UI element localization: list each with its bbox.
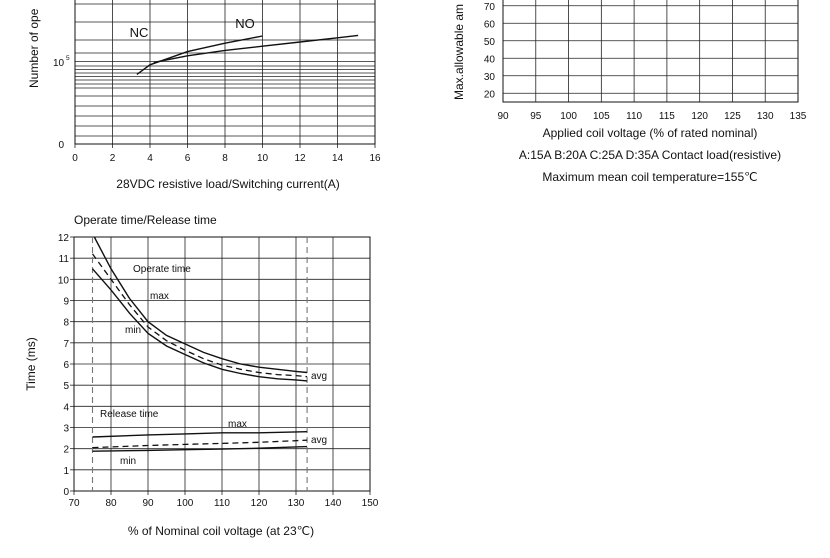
- life-chart-x-tick-label: 16: [369, 153, 381, 164]
- timing-chart-y-tick-label: 5: [63, 381, 69, 392]
- life-chart-y-axis-label: Number of ope: [27, 8, 41, 88]
- timing-chart-x-tick-label: 80: [105, 498, 117, 509]
- life-chart-series-label-no: NO: [235, 16, 255, 31]
- voltage-chart-x-tick-label: 100: [560, 111, 577, 122]
- voltage-chart-x-tick-label: 90: [497, 111, 509, 122]
- timing-chart-y-tick-label: 3: [63, 424, 69, 435]
- life-chart-curves: [136, 34, 359, 75]
- voltage-chart-x-tick-label: 95: [530, 111, 542, 122]
- timing-chart-x-tick-label: 130: [288, 498, 305, 509]
- life-chart-x-tick-label: 8: [222, 153, 228, 164]
- timing-chart-annotation-release: Release time: [100, 409, 159, 420]
- life-chart: 0 2 4 6 8 10 12 14 16 0 10 5 28VDC resistive loa…: [27, 0, 381, 191]
- timing-chart-y-tick-label: 11: [59, 254, 70, 265]
- voltage-chart: 90 95 100 105 110 115 120 125 130 135 20 30 40 50 60 7…: [452, 0, 807, 184]
- life-chart-grid: [74, 0, 376, 148]
- timing-chart-y-tick-label: 4: [63, 402, 69, 413]
- life-chart-x-tick-label: 2: [110, 153, 116, 164]
- timing-chart-label-release-max: max: [228, 419, 247, 430]
- timing-chart-y-tick-label: 1: [63, 466, 69, 477]
- timing-chart-x-tick-label: 120: [251, 498, 268, 509]
- timing-chart-frame: [73, 236, 371, 492]
- voltage-chart-x-axis-label: Applied coil voltage (% of rated nominal…: [543, 126, 758, 140]
- timing-chart-x-tick-label: 110: [214, 498, 230, 509]
- timing-chart-annotation-operate: Operate time: [133, 264, 191, 275]
- voltage-chart-frame: [502, 0, 799, 103]
- life-chart-x-tick-label: 0: [72, 153, 78, 164]
- voltage-chart-x-tick-label: 130: [757, 111, 774, 122]
- life-chart-x-tick-label: 4: [147, 153, 153, 164]
- timing-chart-y-tick-label: 10: [58, 275, 70, 286]
- voltage-chart-x-tick-label: 125: [724, 111, 741, 122]
- timing-chart-y-tick-label: 0: [63, 487, 69, 498]
- timing-chart-label-operate-avg: avg: [311, 371, 327, 382]
- life-chart-x-tick-labels: 0 2 4 6 8 10 12 14 16: [72, 153, 381, 164]
- timing-chart-y-tick-label: 7: [63, 339, 69, 350]
- voltage-chart-x-tick-label: 115: [659, 111, 675, 122]
- timing-chart-title: Operate time/Release time: [74, 213, 217, 227]
- timing-chart-grid: [70, 236, 371, 495]
- timing-chart-y-tick-label: 8: [63, 318, 69, 329]
- voltage-chart-y-tick-label: 40: [484, 54, 496, 65]
- timing-chart-curves: [91, 236, 308, 452]
- life-chart-x-tick-label: 12: [294, 153, 306, 164]
- life-chart-frame: [74, 0, 376, 145]
- voltage-chart-y-tick-labels: 20 30 40 50 60 70: [484, 2, 496, 101]
- timing-chart-y-tick-label: 2: [63, 445, 69, 456]
- timing-chart-series-release-avg: [92, 439, 308, 449]
- life-chart-y-tick-exp-power: 5: [66, 55, 70, 62]
- timing-chart-x-tick-labels: 70 80 90 100 110 120 130 140 150: [68, 498, 378, 509]
- timing-chart-label-operate-max: max: [150, 291, 169, 302]
- voltage-chart-x-tick-labels: 90 95 100 105 110 115 120 125 130 135: [497, 111, 806, 122]
- voltage-chart-y-tick-label: 30: [484, 72, 496, 83]
- timing-chart-x-tick-label: 100: [177, 498, 194, 509]
- timing-chart-y-tick-label: 9: [63, 297, 69, 308]
- timing-chart-x-tick-label: 70: [68, 498, 80, 509]
- timing-chart-label-release-min: min: [120, 456, 136, 467]
- timing-chart-x-tick-label: 140: [325, 498, 342, 509]
- timing-chart-series-operate-min: [91, 268, 308, 382]
- timing-chart: Operate time/Release time 70 80 90 100 110 12…: [24, 213, 379, 538]
- timing-chart-series-release-min: [92, 445, 308, 452]
- life-chart-x-axis-label: 28VDC resistive load/Switching current(A…: [116, 177, 339, 191]
- voltage-chart-x-tick-label: 135: [790, 111, 807, 122]
- voltage-chart-y-tick-label: 60: [484, 19, 496, 30]
- timing-chart-y-tick-label: 12: [58, 233, 70, 244]
- voltage-chart-x-tick-label: 105: [593, 111, 610, 122]
- timing-chart-x-tick-label: 150: [362, 498, 379, 509]
- life-chart-x-tick-label: 6: [185, 153, 191, 164]
- voltage-chart-y-tick-label: 70: [484, 2, 496, 13]
- voltage-chart-y-tick-label: 20: [484, 89, 496, 100]
- life-chart-series-label-nc: NC: [130, 25, 149, 40]
- voltage-chart-note-coil-temperature: Maximum mean coil temperature=155℃: [542, 170, 757, 184]
- voltage-chart-y-tick-label: 50: [484, 37, 496, 48]
- voltage-chart-y-axis-label: Max.allowable am: [452, 4, 466, 100]
- life-chart-series-nc: [136, 35, 263, 75]
- voltage-chart-grid: [503, 0, 798, 102]
- timing-chart-y-tick-label: 6: [63, 360, 69, 371]
- life-chart-x-tick-label: 14: [332, 153, 344, 164]
- timing-chart-label-operate-min: min: [125, 325, 141, 336]
- timing-chart-series-operate-avg: [91, 253, 308, 378]
- life-chart-series-no: [153, 34, 359, 64]
- timing-chart-series-operate-max: [93, 236, 308, 374]
- voltage-chart-x-tick-label: 110: [626, 111, 642, 122]
- timing-chart-label-release-avg: avg: [311, 435, 327, 446]
- timing-chart-reference-lines: [91, 237, 308, 491]
- life-chart-y-tick-exp-base: 10: [53, 58, 65, 69]
- voltage-chart-note-contact-load: A:15A B:20A C:25A D:35A Contact load(res…: [519, 148, 781, 162]
- timing-chart-y-axis-label: Time (ms): [24, 337, 38, 391]
- life-chart-y-tick-zero: 0: [58, 140, 64, 151]
- timing-chart-x-tick-label: 90: [142, 498, 154, 509]
- life-chart-x-tick-label: 10: [257, 153, 269, 164]
- voltage-chart-x-tick-label: 120: [691, 111, 708, 122]
- timing-chart-x-axis-label: % of Nominal coil voltage (at 23℃): [128, 524, 314, 538]
- timing-chart-series-release-max: [92, 431, 308, 438]
